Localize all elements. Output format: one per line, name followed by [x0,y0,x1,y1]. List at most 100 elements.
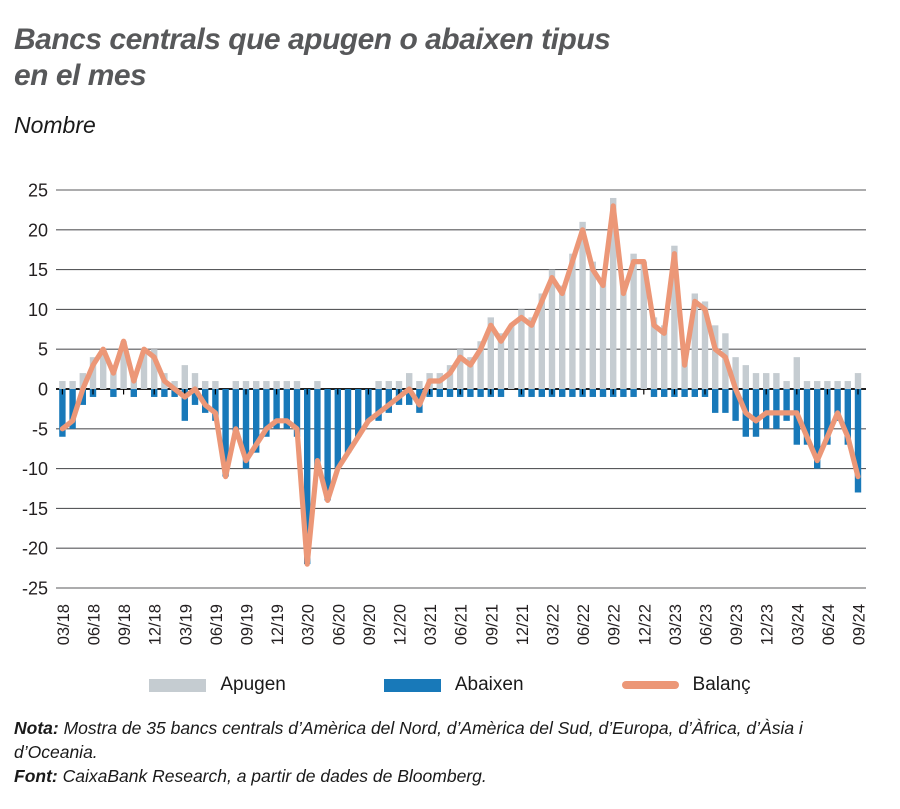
bar-abaixen [161,389,168,397]
bar-abaixen [171,389,178,397]
bar-apugen [181,365,188,389]
apugen-swatch-icon [149,678,207,692]
bar-apugen [293,381,301,389]
bar-apugen [589,261,596,389]
x-tick-label: 03/19 [177,604,195,645]
bar-apugen [548,269,556,389]
bar-abaixen [599,389,607,397]
bar-abaixen [559,389,566,397]
legend-item-abaixen: Abaixen [383,674,524,696]
bar-apugen [59,381,66,389]
bar-apugen [314,381,321,389]
x-tick-label: 12/20 [392,604,410,645]
bar-abaixen [844,389,851,445]
bar-abaixen [497,389,505,397]
bar-abaixen [732,389,739,421]
bar-apugen [793,357,800,389]
bar-abaixen [181,389,188,421]
bar-abaixen [406,389,413,405]
bar-apugen [844,381,851,389]
x-tick-label: 03/21 [422,604,440,645]
bar-abaixen [650,389,658,397]
x-tick-label: 06/19 [208,604,226,645]
bar-apugen [518,309,525,389]
x-tick-label: 03/22 [545,604,563,645]
bar-abaixen [814,389,821,469]
bar-abaixen [344,389,352,453]
bar-apugen [599,277,607,389]
bar-abaixen [783,389,790,421]
x-tick-label: 03/23 [667,604,685,645]
legend-item-apugen: Apugen [149,674,286,696]
legend-label-balanc: Balanç [692,674,751,695]
bar-apugen [273,381,280,389]
nota-text: Nota: Mostra de 35 bancs centrals d’Amèr… [14,718,803,762]
bar-apugen [538,293,545,389]
bar-abaixen [324,389,331,501]
bar-apugen [151,349,158,389]
bar-abaixen [446,389,454,397]
bar-apugen [763,373,770,389]
bar-apugen [650,317,658,389]
y-tick-label: 20 [28,220,48,240]
bar-apugen [406,373,413,389]
bar-apugen [854,373,862,389]
bar-abaixen [191,389,199,405]
abaixen-swatch-icon [383,678,441,692]
bar-abaixen [212,389,219,421]
bar-apugen [120,341,127,389]
bar-abaixen [222,389,229,477]
y-tick-label: -5 [32,419,48,439]
bar-apugen [497,333,505,389]
bar-apugen [446,365,454,389]
x-tick-label: 03/18 [55,604,73,645]
bar-abaixen [314,389,321,469]
y-tick-label: 25 [28,181,48,201]
x-tick-label: 06/23 [698,604,716,645]
bar-abaixen [569,389,576,397]
x-tick-label: 06/18 [86,604,104,645]
bar-apugen [375,381,382,389]
x-tick-label: 03/24 [789,604,807,645]
bar-abaixen [620,389,627,397]
bar-apugen [732,357,739,389]
bar-abaixen [773,389,780,429]
bar-apugen [100,349,107,389]
bar-apugen [834,381,841,389]
x-tick-label: 06/22 [575,604,593,645]
x-tick-label: 12/22 [636,604,654,645]
bar-apugen [742,365,749,389]
bar-abaixen [661,389,668,397]
bar-abaixen [355,389,362,437]
bar-apugen [171,381,178,389]
bar-apugen [69,381,76,389]
bar-abaixen [589,389,596,397]
bar-abaixen [824,389,831,445]
bar-apugen [508,325,515,389]
bar-apugen [232,381,239,389]
bar-apugen [630,253,637,389]
bar-abaixen [691,389,698,397]
x-tick-label: 06/21 [453,604,471,645]
bar-abaixen [263,389,270,437]
bar-abaixen [803,389,811,445]
bar-apugen [263,381,270,389]
bar-apugen [640,261,647,389]
bar-apugen [783,381,790,389]
bar-apugen [395,381,403,389]
bar-abaixen [242,389,250,469]
x-tick-label: 09/18 [116,604,134,645]
x-tick-label: 03/20 [300,604,318,645]
bar-apugen [559,285,566,389]
bar-apugen [579,221,586,389]
x-tick-label: 09/24 [851,604,869,645]
y-tick-label: 10 [28,300,48,320]
bar-apugen [610,197,617,389]
bar-apugen [283,381,290,389]
font-label: Font: [14,766,58,786]
bar-apugen [528,317,535,389]
bar-apugen [140,349,148,389]
bar-abaixen [253,389,260,453]
bar-abaixen [467,389,474,397]
